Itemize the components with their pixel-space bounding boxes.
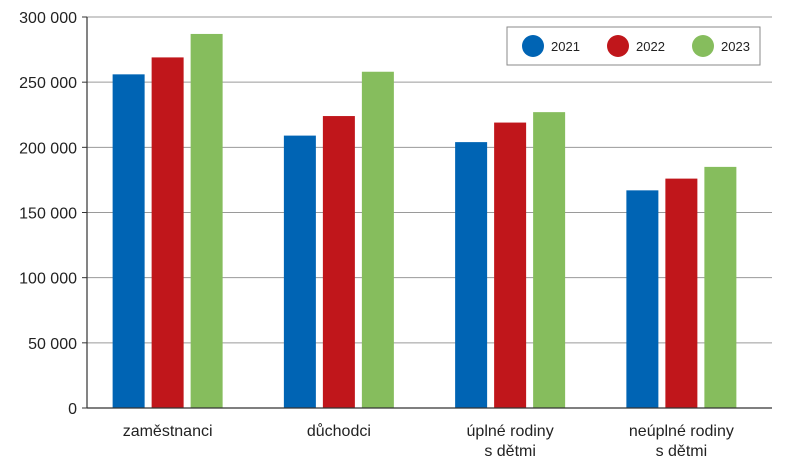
bar-2022-3 (665, 178, 698, 408)
bar-2022-1 (322, 116, 355, 408)
category-label: neúplné rodiny (629, 423, 734, 440)
bar-2023-1 (361, 71, 394, 409)
category-label: s dětmi (656, 443, 708, 460)
bar-2023-2 (533, 112, 566, 408)
bars (112, 33, 737, 409)
legend-label: 2022 (636, 39, 665, 54)
bar-2023-3 (704, 166, 737, 408)
axes (82, 16, 772, 409)
category-label: úplné rodiny (467, 423, 554, 440)
category-label: důchodci (307, 422, 371, 440)
bar-2021-2 (455, 142, 488, 408)
y-tick-label: 100 000 (19, 271, 77, 288)
legend-box (506, 26, 761, 66)
legend: 2021 2022 2023 (506, 26, 761, 66)
y-axis-tick-labels: 0 50 000 100 000 150 000 200 000 250 000 300 0… (19, 10, 77, 418)
bar-2023-0 (190, 33, 223, 409)
legend-swatch-2023 (692, 35, 714, 57)
legend-label: 2021 (551, 39, 580, 54)
legend-swatch-2021 (522, 35, 544, 57)
category-labels: zaměstnanci důchodci úplné rodiny s dětmi ne… (123, 422, 734, 460)
y-tick-label: 150 000 (19, 206, 77, 223)
bar-2022-0 (151, 57, 184, 409)
y-tick-label: 200 000 (19, 140, 77, 157)
legend-label: 2023 (721, 39, 750, 54)
bar-2021-3 (626, 190, 659, 408)
y-tick-label: 300 000 (19, 10, 77, 27)
bar-2022-2 (494, 122, 527, 408)
legend-swatch-2022 (607, 35, 629, 57)
y-tick-label: 250 000 (19, 75, 77, 92)
category-label: s dětmi (484, 443, 536, 460)
category-label: zaměstnanci (123, 423, 213, 440)
bar-2021-0 (112, 74, 145, 408)
y-tick-label: 50 000 (28, 336, 77, 353)
y-tick-label: 0 (68, 401, 77, 418)
bar-2021-1 (283, 135, 316, 408)
